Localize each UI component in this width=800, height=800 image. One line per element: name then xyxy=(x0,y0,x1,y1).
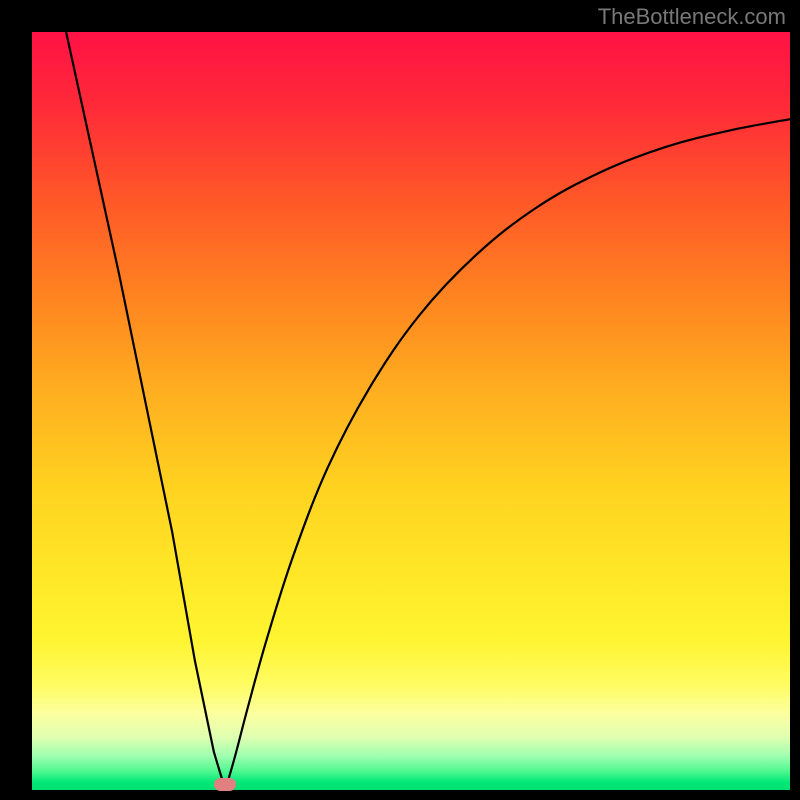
plot-area xyxy=(32,32,790,790)
bottleneck-curve xyxy=(32,32,790,790)
chart-container: TheBottleneck.com xyxy=(0,0,800,800)
curve-path xyxy=(66,32,790,790)
valley-marker xyxy=(214,778,236,791)
watermark-text: TheBottleneck.com xyxy=(598,4,786,30)
